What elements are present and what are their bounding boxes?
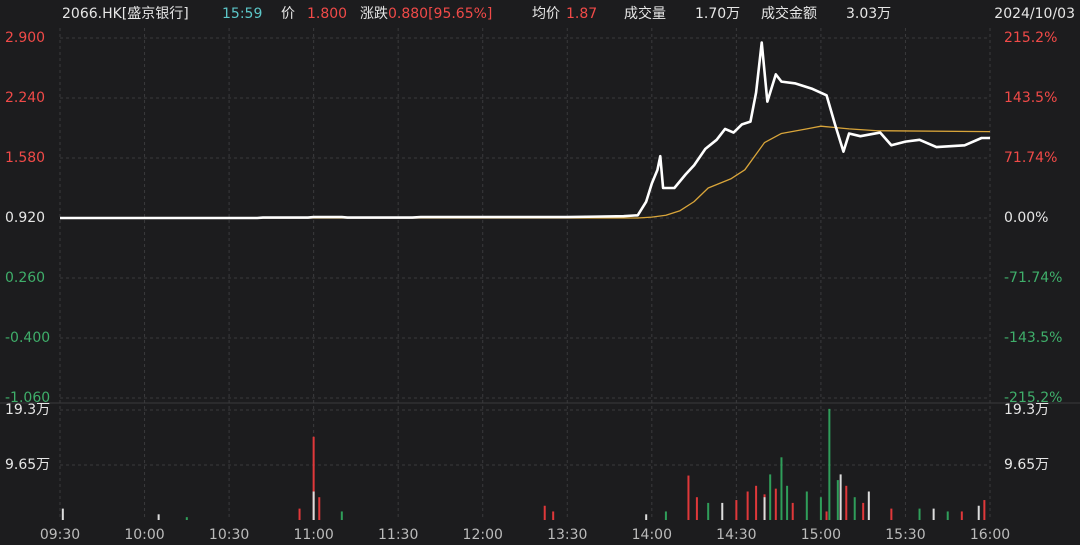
volume-bar bbox=[543, 505, 546, 520]
header-item: 价 bbox=[281, 6, 295, 22]
y-tick-label: 19.3万 bbox=[5, 402, 50, 418]
volume-bar bbox=[735, 500, 738, 520]
y2-tick-label: -215.2% bbox=[1004, 390, 1062, 406]
volume-bar bbox=[645, 514, 648, 520]
header-item: 涨跌 bbox=[360, 6, 388, 22]
y2-tick-label: 143.5% bbox=[1004, 90, 1057, 106]
volume-bar bbox=[839, 474, 842, 520]
header-item: 成交金额 bbox=[761, 5, 817, 22]
price-line bbox=[60, 125, 991, 219]
volume-bar bbox=[687, 475, 690, 520]
volume-bar bbox=[769, 474, 772, 520]
y-tick-label: 2.900 bbox=[5, 30, 45, 46]
volume-bar bbox=[862, 502, 865, 520]
volume-bar bbox=[819, 497, 822, 520]
volume-bar bbox=[755, 485, 758, 520]
volume-bar bbox=[890, 508, 893, 520]
volume-bar bbox=[340, 511, 343, 520]
y2-tick-label: 71.74% bbox=[1004, 150, 1057, 166]
x-tick-label: 11:00 bbox=[293, 527, 333, 543]
y2-tick-label: -143.5% bbox=[1004, 330, 1062, 346]
x-tick-label: 12:00 bbox=[463, 527, 503, 543]
volume-bar bbox=[853, 497, 856, 520]
y2-tick-label: 0.00% bbox=[1004, 210, 1048, 226]
volume-bar bbox=[185, 517, 188, 520]
volume-bar bbox=[707, 502, 710, 520]
volume-bar bbox=[774, 488, 777, 520]
volume-bar bbox=[932, 508, 935, 520]
header-item: 1.800 bbox=[307, 6, 347, 22]
y-tick-label: 0.920 bbox=[5, 210, 45, 226]
y2-tick-label: 19.3万 bbox=[1004, 402, 1049, 418]
volume-bar bbox=[721, 502, 724, 520]
volume-bar bbox=[298, 508, 301, 520]
x-tick-label: 10:00 bbox=[124, 527, 164, 543]
volume-bar bbox=[960, 511, 963, 520]
volume-bar bbox=[786, 485, 789, 520]
volume-bar bbox=[791, 502, 794, 520]
header-item: 0.880[95.65%] bbox=[388, 6, 492, 22]
volume-bar bbox=[836, 480, 839, 520]
volume-bar bbox=[845, 485, 848, 520]
volume-bar bbox=[312, 436, 315, 520]
volume-bar bbox=[552, 511, 555, 520]
volume-bar bbox=[977, 505, 980, 520]
volume-bar bbox=[946, 511, 949, 520]
volume-bar bbox=[664, 511, 667, 520]
volume-bar bbox=[312, 491, 315, 520]
volume-bar bbox=[918, 508, 921, 520]
header-item: 15:59 bbox=[222, 6, 262, 22]
volume-bar bbox=[61, 508, 64, 520]
volume-bar bbox=[828, 408, 831, 520]
price-line bbox=[60, 41, 990, 220]
volume-bar bbox=[763, 497, 766, 520]
header-item: 3.03万 bbox=[846, 6, 891, 22]
volume-bar bbox=[825, 511, 828, 520]
volume-bar bbox=[983, 500, 986, 520]
x-tick-label: 10:30 bbox=[209, 527, 249, 543]
x-tick-label: 09:30 bbox=[40, 527, 80, 543]
y2-tick-label: 9.65万 bbox=[1004, 457, 1049, 473]
y-tick-label: -1.060 bbox=[5, 390, 50, 406]
volume-bar bbox=[746, 491, 749, 520]
y2-tick-label: 215.2% bbox=[1004, 30, 1057, 46]
y-tick-label: 0.260 bbox=[5, 270, 45, 286]
x-tick-label: 14:00 bbox=[632, 527, 672, 543]
header-item: 2066.HK[盛京银行] bbox=[62, 6, 189, 22]
volume-bar bbox=[867, 491, 870, 520]
header-item: 1.70万 bbox=[695, 6, 740, 22]
volume-bar bbox=[157, 514, 160, 520]
x-tick-label: 11:30 bbox=[378, 527, 418, 543]
volume-bar bbox=[695, 497, 698, 520]
header-item: 1.87 bbox=[566, 6, 597, 22]
volume-bar bbox=[780, 457, 783, 520]
y-tick-label: -0.400 bbox=[5, 330, 50, 346]
y-tick-label: 9.65万 bbox=[5, 457, 50, 473]
x-tick-label: 14:30 bbox=[716, 527, 756, 543]
x-tick-label: 16:00 bbox=[970, 527, 1010, 543]
date: 2024/10/03 bbox=[994, 6, 1075, 22]
x-tick-label: 13:30 bbox=[547, 527, 587, 543]
volume-bar bbox=[318, 497, 321, 520]
y-tick-label: 2.240 bbox=[5, 90, 45, 106]
header-item: 均价 bbox=[532, 6, 560, 22]
volume-bar bbox=[805, 491, 808, 520]
x-tick-label: 15:00 bbox=[801, 527, 841, 543]
header-item: 成交量 bbox=[624, 5, 666, 22]
y2-tick-label: -71.74% bbox=[1004, 270, 1062, 286]
x-tick-label: 15:30 bbox=[885, 527, 925, 543]
y-tick-label: 1.580 bbox=[5, 150, 45, 166]
